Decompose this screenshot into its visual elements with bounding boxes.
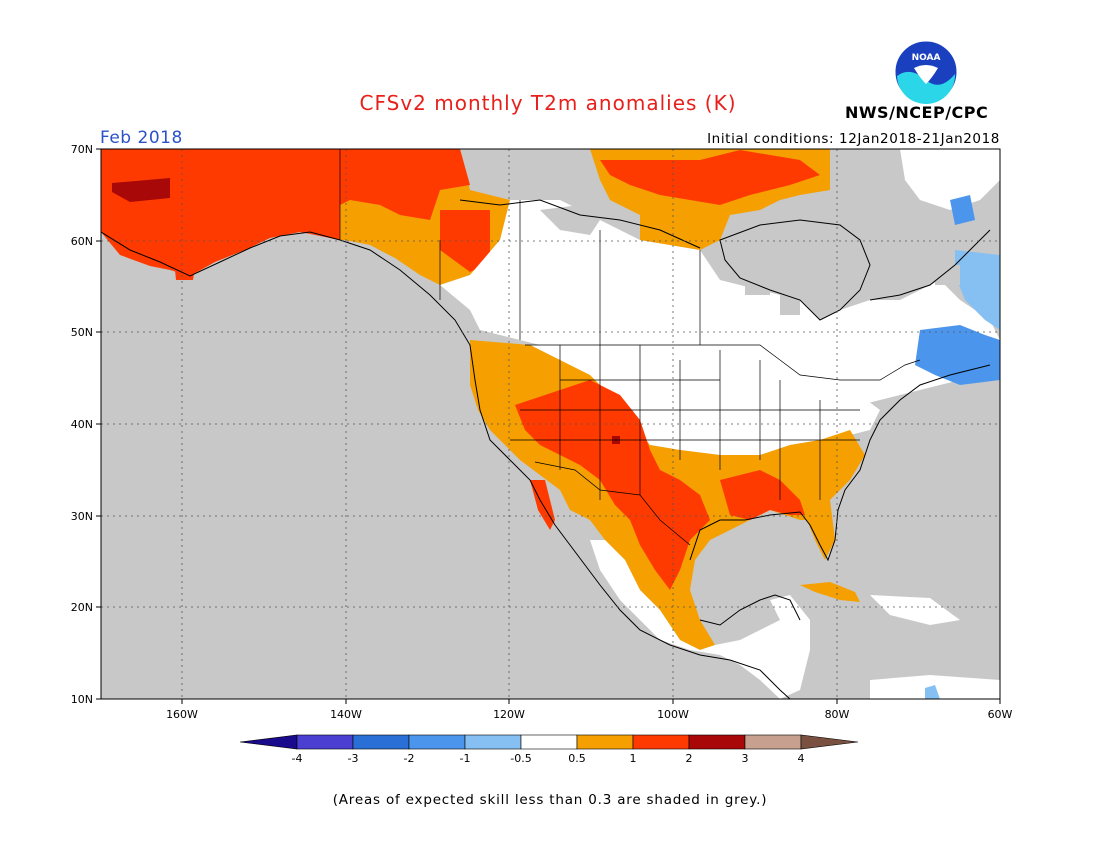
legend-label: -1 [460,752,471,765]
south-america-cold [925,685,940,699]
footnote: (Areas of expected skill less than 0.3 a… [332,792,768,808]
greenland-cold [950,195,975,225]
lat-label: 10N [71,693,93,706]
lon-labels: 160W 140W 120W 100W 80W 60W [166,708,1012,721]
border-us-canada [525,344,921,381]
florida [800,500,835,560]
noaa-logo: NOAA [894,40,958,104]
legend-swatch [520,734,578,750]
grey-patch-1 [540,205,600,235]
lat-label: 70N [71,143,93,156]
lon-label: 80W [825,708,850,721]
legend-label: 3 [742,752,749,765]
axis-ticks [96,148,1001,704]
quebec-cold [915,325,1000,385]
legend-swatch [239,734,298,750]
lat-label: 50N [71,326,93,339]
legend-swatch [688,734,746,750]
legend-label: 0.5 [568,752,586,765]
legend-label: -2 [404,752,415,765]
legend-label: 4 [798,752,805,765]
valid-month: Feb 2018 [100,128,183,148]
labrador-cold [955,250,1000,330]
initial-conditions: Initial conditions: 12Jan2018-21Jan2018 [707,131,1000,147]
agency-label: NWS/NCEP/CPC [845,103,989,122]
greenland-white [900,149,1000,210]
coastline-yucatan [699,594,801,626]
legend-label: 1 [630,752,637,765]
legend-swatch [408,734,466,750]
nwt-red-2 [440,210,490,272]
legend-label: 2 [686,752,693,765]
lat-label: 40N [71,418,93,431]
grey-patch-3 [780,295,800,315]
southeast-red [720,470,810,520]
chart-title: CFSv2 monthly T2m anomalies (K) [359,91,737,115]
coastline-labrador [869,229,991,301]
grey-patch-2 [745,278,770,295]
lat-label: 30N [71,510,93,523]
lon-label: 160W [166,708,198,721]
southwest-red [515,380,710,590]
legend-swatch [632,734,690,750]
legend-swatch [744,734,802,750]
anomaly-map: 70N 60N 50N 40N 30N 20N 10N 160W 140W 12… [71,143,1013,721]
coastline-west [339,239,791,699]
coastline-arctic [459,199,701,249]
northern-plains [530,345,880,455]
legend-swatch [576,734,634,750]
hudson-bay [720,220,870,320]
lon-label: 100W [657,708,689,721]
lat-labels: 70N 60N 50N 40N 30N 20N 10N [71,143,93,706]
border-us-mexico [534,461,691,546]
coastline-hudson [719,219,871,321]
legend-swatch [352,734,410,750]
antilles [870,595,960,625]
cuba [800,582,860,602]
lon-label: 140W [330,708,362,721]
legend-label: -3 [348,752,359,765]
aleutian-dark [112,178,170,202]
hudson-red [600,150,820,205]
province-lines [439,200,701,345]
legend-colorbar: -4 -3 -2 -1 -0.5 0.5 1 2 3 4 [239,734,859,765]
coastline-alaska [101,231,341,277]
grey-patch-4 [935,265,960,285]
legend-label: -4 [292,752,303,765]
legend-swatch [464,734,522,750]
state-lines [510,345,860,500]
coastline-gulf [689,364,991,562]
legend-swatch [800,734,859,750]
mexico-south [590,540,810,699]
lon-label: 120W [493,708,525,721]
nwt-red [325,149,470,220]
lat-label: 60N [71,235,93,248]
legend-swatch [296,734,354,750]
lon-label: 60W [988,708,1013,721]
legend-label: -0.5 [510,752,531,765]
lat-label: 20N [71,601,93,614]
noaa-logo-text: NOAA [912,53,941,63]
